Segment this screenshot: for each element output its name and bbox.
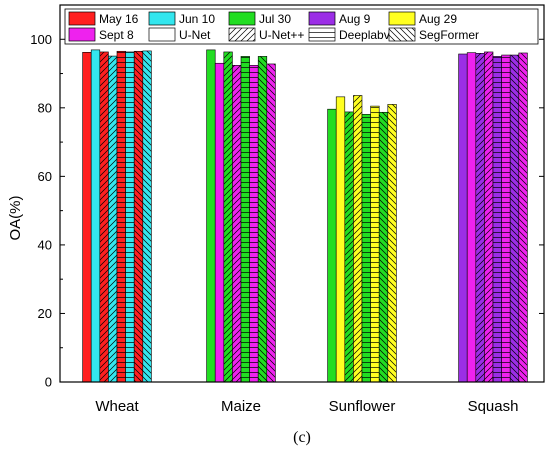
- plot-frame: [59, 4, 545, 383]
- bar-maize-0: [206, 49, 216, 383]
- x-tick-label-maize: Maize: [221, 398, 261, 415]
- bar-hatch-maize-7: [266, 63, 276, 382]
- bar-hatch-sunflower-6: [379, 112, 388, 383]
- legend-label-u-net: U-Net: [179, 28, 211, 42]
- y-tick-label: 80: [38, 100, 52, 115]
- bar-sunflower-1: [335, 96, 346, 383]
- y-axis: 0 20 40 60 80 100: [30, 32, 544, 390]
- bar-wheat-1: [90, 49, 101, 383]
- y-tick-label: 40: [38, 237, 52, 252]
- bar-series-group: [82, 49, 528, 383]
- bar-hatch-wheat-6: [134, 51, 143, 383]
- legend-swatch-may-16: [68, 11, 96, 26]
- bar-hatch-wheat-4: [117, 51, 126, 383]
- legend-hatch-segformer: [389, 28, 415, 41]
- legend-swatch-u-net: [148, 27, 176, 42]
- bar-hatch-maize-4: [241, 56, 250, 382]
- y-tick-label: 100: [30, 32, 52, 47]
- bar-hatch-maize-3: [232, 65, 241, 382]
- legend-swatch-jun-10: [148, 11, 176, 26]
- legend-swatch-aug-29: [388, 11, 416, 26]
- y-tick-label: 60: [38, 169, 52, 184]
- bar-wheat-0: [82, 51, 92, 383]
- bar-hatch-wheat-5: [125, 51, 135, 382]
- legend-label-segformer: SegFormer: [419, 28, 479, 42]
- x-tick-label-sunflower: Sunflower: [329, 398, 396, 415]
- bar-hatch-squash-3: [484, 51, 493, 382]
- bar-hatch-wheat-3: [108, 56, 117, 382]
- legend-swatch-aug-9: [308, 11, 336, 26]
- legend-label-u-net-: U-Net++: [259, 28, 304, 42]
- legend-label-jul-30: Jul 30: [259, 12, 291, 26]
- legend-swatch-jul-30: [228, 11, 256, 26]
- bar-hatch-squash-4: [493, 56, 502, 382]
- bar-hatch-maize-2: [223, 51, 233, 382]
- x-axis: Wheat Maize Sunflower Squash: [95, 377, 518, 415]
- x-tick-label-wheat: Wheat: [95, 398, 139, 415]
- legend: May 16 Jun 10 Jul 30 Aug 9 Aug 29 Sept 8 U-Net…: [64, 8, 539, 45]
- bar-hatch-sunflower-5: [370, 106, 380, 382]
- bar-hatch-squash-6: [510, 55, 519, 382]
- bar-hatch-squash-5: [501, 55, 511, 382]
- legend-hatch-deeplabv3-: [309, 28, 335, 41]
- bar-hatch-maize-6: [258, 56, 267, 382]
- legend-box: [64, 8, 539, 45]
- legend-label-deeplabv3-: Deeplabv3+: [339, 28, 403, 42]
- y-axis-label: OA(%): [7, 195, 24, 240]
- figure-caption: (c): [293, 429, 311, 446]
- bar-hatch-maize-5: [249, 65, 259, 382]
- x-tick-label-squash: Squash: [468, 398, 519, 415]
- bar-hatch-sunflower-4: [362, 114, 371, 382]
- bar-hatch-sunflower-7: [387, 104, 397, 382]
- y-tick-label: 20: [38, 306, 52, 321]
- bar-maize-1: [214, 62, 225, 383]
- legend-label-jun-10: Jun 10: [179, 12, 215, 26]
- legend-hatch-u-net-: [229, 28, 255, 41]
- legend-label-may-16: May 16: [99, 12, 139, 26]
- legend-label-aug-9: Aug 9: [339, 12, 371, 26]
- legend-label-sept-8: Sept 8: [99, 28, 134, 42]
- bar-hatch-sunflower-3: [353, 95, 362, 382]
- bar-squash-0: [458, 53, 468, 383]
- bar-hatch-squash-2: [475, 53, 485, 382]
- bar-hatch-wheat-7: [142, 50, 152, 383]
- bar-squash-1: [466, 52, 477, 383]
- bar-sunflower-0: [327, 108, 337, 383]
- bar-hatch-sunflower-2: [344, 111, 354, 383]
- bar-hatch-squash-7: [518, 52, 528, 382]
- legend-swatch-sept-8: [68, 27, 96, 42]
- legend-label-aug-29: Aug 29: [419, 12, 457, 26]
- bar-hatch-wheat-2: [99, 51, 109, 382]
- y-tick-label: 0: [45, 375, 52, 390]
